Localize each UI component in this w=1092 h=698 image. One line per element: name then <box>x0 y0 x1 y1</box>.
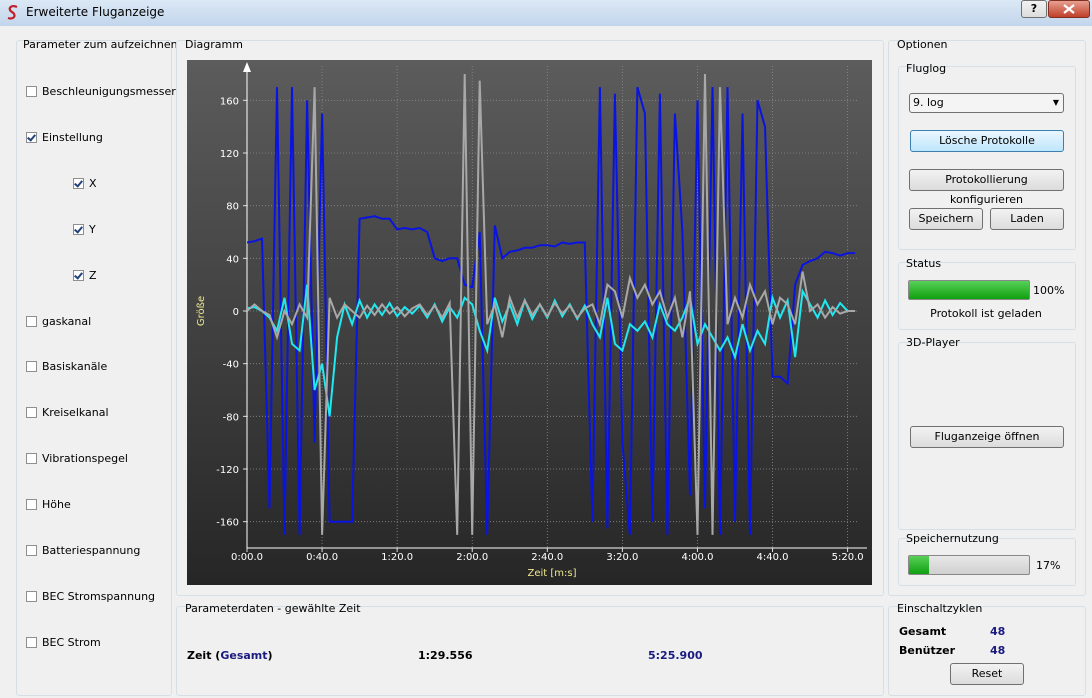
chart: -160 -120 -80 -40 0 40 80 120 160 0:00.0 0:40.0 1:2… <box>187 60 872 585</box>
label-text: Zeit ( <box>187 649 221 662</box>
x-tick-label: 2:40.0 <box>531 552 563 563</box>
checkbox-label: X <box>89 176 97 190</box>
x-tick-label: 4:00.0 <box>681 552 713 563</box>
app-icon <box>7 4 18 20</box>
select-value: 9. log <box>913 96 944 109</box>
cycle-value: 48 <box>990 625 1006 638</box>
x-tick-label: 3:20.0 <box>606 552 638 563</box>
checkbox-label: Höhe <box>42 498 71 512</box>
x-tick-label: 0:40.0 <box>306 552 338 563</box>
title-bar: Erweiterte Fluganzeige ? <box>0 0 1092 26</box>
group-title: Parameter zum aufzeichnen <box>23 38 178 51</box>
group-title: Optionen <box>897 38 948 51</box>
progress-fill <box>909 556 930 574</box>
checkbox[interactable] <box>26 545 37 556</box>
y-tick-label: 0 <box>233 307 239 318</box>
checkbox[interactable] <box>26 86 37 97</box>
y-tick-label: -160 <box>216 518 239 529</box>
label-text: ) <box>267 649 273 662</box>
checkbox[interactable] <box>73 223 84 235</box>
checkbox[interactable] <box>26 131 37 143</box>
series-line <box>247 86 856 535</box>
cycles-group <box>888 606 1086 696</box>
checkbox[interactable] <box>26 499 37 511</box>
checkbox-label: gaskanal <box>42 314 92 328</box>
button[interactable]: Protokollierung konfigurieren <box>909 169 1064 206</box>
checkbox[interactable] <box>26 361 37 373</box>
checkbox-label: Kreiselkanal <box>42 406 109 420</box>
y-tick-label: 160 <box>220 96 239 107</box>
button[interactable]: Fluganzeige öffnen <box>910 426 1064 448</box>
close-button[interactable] <box>1048 0 1090 18</box>
label-scope: Gesamt <box>220 649 268 662</box>
checkbox-label: Vibrationspegel <box>42 452 128 466</box>
x-tick-label: 5:20.0 <box>832 552 864 563</box>
y-tick-label: -40 <box>223 360 239 371</box>
status-message: Protokoll ist geladen <box>930 307 1042 320</box>
button[interactable]: Lösche Protokolle <box>910 130 1064 152</box>
parameter-group <box>16 40 172 696</box>
checkbox-label: Basiskanäle <box>42 360 108 374</box>
group-title: Status <box>906 257 942 270</box>
group-title: Einschaltzyklen <box>897 602 983 615</box>
y-tick-label: 120 <box>220 149 239 160</box>
group-title: Parameterdaten - gewählte Zeit <box>185 602 361 615</box>
x-tick-label: 1:20.0 <box>381 552 413 563</box>
help-button[interactable]: ? <box>1021 0 1047 18</box>
cycle-label: Benützer <box>899 644 956 657</box>
button[interactable]: Speichern <box>909 208 983 230</box>
time-label: Zeit (Gesamt) <box>187 649 273 662</box>
group-title: Diagramm <box>185 38 243 51</box>
checkbox[interactable] <box>26 315 37 327</box>
y-tick-label: -80 <box>223 412 239 423</box>
cycle-value: 48 <box>990 644 1006 657</box>
cycle-label: Gesamt <box>899 625 947 638</box>
group-title: Speichernutzung <box>906 532 999 545</box>
details-group <box>176 606 884 696</box>
storage-progress <box>908 555 1030 575</box>
group-title: Fluglog <box>906 62 947 75</box>
progress-label: 100% <box>1033 284 1065 297</box>
checkbox[interactable] <box>26 590 37 602</box>
progress-label: 17% <box>1036 559 1061 572</box>
selected-time: 1:29.556 <box>418 649 473 662</box>
x-tick-label: 4:40.0 <box>757 552 789 563</box>
checkbox[interactable] <box>73 177 84 189</box>
checkbox-label: BEC Strom <box>42 635 101 649</box>
button[interactable]: Laden <box>990 208 1064 230</box>
x-tick-label: 2:00.0 <box>456 552 488 563</box>
series-line <box>247 73 856 535</box>
x-tick-label: 0:00.0 <box>231 552 263 563</box>
checkbox-label: Z <box>89 268 97 282</box>
checkbox[interactable] <box>26 636 37 648</box>
progress-fill <box>909 281 1029 299</box>
checkbox[interactable] <box>73 269 84 281</box>
window-title: Erweiterte Fluganzeige <box>26 5 165 19</box>
y-tick-label: 80 <box>226 202 239 213</box>
checkbox-label: Y <box>89 222 96 236</box>
log-select[interactable]: 9. log ▼ <box>909 93 1064 113</box>
checkbox-label: Beschleunigungsmesser <box>42 85 176 98</box>
y-tick-label: -120 <box>216 465 239 476</box>
checkbox-label: Batteriespannung <box>42 544 141 557</box>
y-axis-label: Größe <box>196 296 207 326</box>
y-tick-label: 40 <box>226 254 239 265</box>
x-axis-label: Zeit [m:s] <box>527 568 576 579</box>
checkbox-label: BEC Stromspannung <box>42 589 156 603</box>
group-title: 3D-Player <box>906 336 960 349</box>
status-progress <box>908 280 1030 300</box>
checkbox[interactable] <box>26 453 37 465</box>
checkbox-label: Einstellung <box>42 130 103 144</box>
y-axis-arrow <box>243 62 251 72</box>
button[interactable]: Reset <box>950 663 1024 685</box>
checkbox[interactable] <box>26 407 37 419</box>
total-time: 5:25.900 <box>648 649 703 662</box>
